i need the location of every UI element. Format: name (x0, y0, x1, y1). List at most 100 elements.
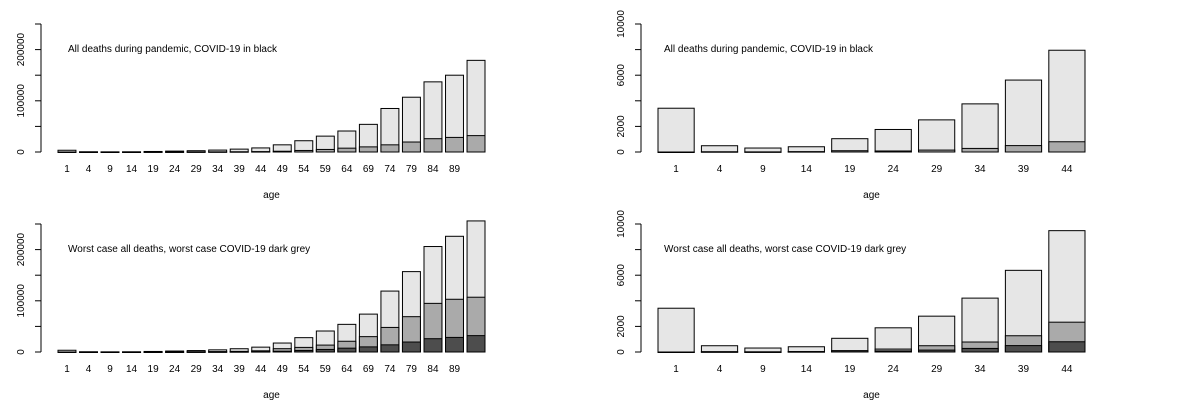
bar-layer2-4 (700, 151, 739, 153)
bar-layer2-54 (294, 149, 314, 153)
bar-layer1-24 (874, 327, 912, 353)
bar-layer3-39 (1004, 345, 1043, 353)
bar-layer3-24 (165, 351, 185, 353)
x-tick-label: 69 (363, 364, 375, 375)
x-tick-label: 64 (341, 364, 353, 375)
bar-layer3-1 (657, 351, 695, 353)
bar-layer2-59 (315, 148, 335, 153)
x-tick-label: 1 (673, 164, 679, 175)
x-tick-label: 34 (212, 164, 224, 175)
bar-layer3-39 (229, 351, 249, 353)
bar-layer2-29 (186, 151, 206, 153)
bar-layer2-69 (358, 146, 378, 153)
x-axis-label: age (863, 390, 880, 400)
bar-layer3-24 (874, 350, 912, 353)
x-tick-label: 1 (64, 164, 70, 175)
bar-layer2-74 (380, 144, 400, 153)
x-tick-label: 44 (255, 164, 267, 175)
bar-layer2-89 (445, 136, 464, 153)
bar-layer2-44 (251, 151, 271, 153)
x-tick-label: 39 (234, 164, 246, 175)
x-tick-label: 4 (717, 364, 723, 375)
x-tick-label: 29 (191, 164, 203, 175)
bar-layer3-49 (272, 350, 292, 353)
x-tick-label: 24 (888, 364, 900, 375)
x-tick-label: 9 (107, 164, 113, 175)
panel-annotation: Worst case all deaths, worst case COVID-… (664, 244, 906, 255)
bar-layer1-34 (961, 103, 999, 153)
x-tick-label: 19 (844, 164, 856, 175)
bar-layer3-34 (961, 347, 999, 353)
x-tick-label: 64 (341, 164, 353, 175)
x-tick-label: 29 (931, 364, 943, 375)
bar-layer2-19 (831, 150, 869, 153)
x-tick-label: 79 (406, 164, 418, 175)
bar-layer1-4 (700, 145, 739, 153)
bar-layer2-9 (100, 151, 120, 153)
x-tick-label: 14 (126, 364, 138, 375)
bar-layer1-39 (1004, 79, 1043, 153)
x-tick-label: 24 (169, 364, 181, 375)
bar-layer2-24 (165, 151, 185, 153)
y-tick-label: 0 (616, 349, 627, 355)
x-tick-label: 24 (169, 164, 181, 175)
bar-layer3-89 (445, 336, 464, 353)
bar-layer2-9 (744, 151, 782, 153)
x-tick-label: 89 (449, 164, 461, 175)
bar-layer1-4 (700, 345, 739, 353)
bar-layer2-1 (657, 151, 695, 153)
x-tick-label: 44 (255, 364, 267, 375)
bar-layer3-9 (744, 351, 782, 353)
bar-layer3-34 (208, 351, 228, 353)
bar-layer2-19 (143, 151, 163, 153)
x-tick-label: 84 (427, 364, 439, 375)
bar-layer2-39 (1004, 145, 1043, 153)
x-tick-label: 44 (1061, 364, 1073, 375)
x-tick-label: 49 (277, 164, 289, 175)
x-tick-label: 19 (844, 364, 856, 375)
x-tick-label: 54 (298, 164, 310, 175)
bar-layer3-69 (358, 346, 378, 353)
bar-layer3-14 (122, 351, 142, 353)
x-tick-label: 19 (148, 164, 160, 175)
x-tick-label: 89 (449, 364, 461, 375)
bar-layer2-14 (122, 151, 142, 153)
y-tick-label: 2000 (616, 315, 627, 338)
bar-layer1-19 (831, 337, 869, 353)
x-tick-label: 74 (384, 364, 396, 375)
bar-layer2-64 (337, 147, 357, 153)
x-tick-label: 1 (673, 364, 679, 375)
bar-layer2-34 (961, 147, 999, 153)
bar-layer3-74 (380, 344, 400, 353)
x-tick-label: 79 (406, 364, 418, 375)
bar-layer3-44 (1048, 341, 1086, 353)
bar-layer3-14 (787, 351, 825, 353)
bar-layer3-84 (423, 338, 443, 353)
bar-layer2-24 (874, 150, 912, 153)
bar-layer2-79 (401, 141, 421, 153)
bar-layer3-19 (143, 351, 163, 353)
x-tick-label: 4 (86, 164, 92, 175)
x-tick-label: 14 (126, 164, 138, 175)
bar-layer3-4 (79, 351, 98, 353)
x-tick-label: 44 (1061, 164, 1073, 175)
x-tick-label: 24 (888, 164, 900, 175)
bar-layer3-44 (251, 351, 271, 353)
bar-layer2-44 (1048, 141, 1086, 153)
bar-layer1-29 (918, 119, 956, 153)
y-tick-label: 100000 (16, 284, 27, 318)
bar-layer2-39 (229, 151, 249, 153)
x-tick-label: 34 (974, 164, 986, 175)
panel-annotation: All deaths during pandemic, COVID-19 in … (664, 44, 874, 55)
y-tick-label: 200000 (16, 232, 27, 266)
x-tick-label: 34 (974, 364, 986, 375)
bar-layer1-19 (831, 138, 869, 153)
x-axis-label: age (263, 190, 280, 201)
x-axis-label: age (863, 190, 880, 201)
x-tick-label: 74 (384, 164, 396, 175)
y-tick-label: 6000 (616, 264, 627, 287)
x-tick-label: 9 (760, 364, 766, 375)
